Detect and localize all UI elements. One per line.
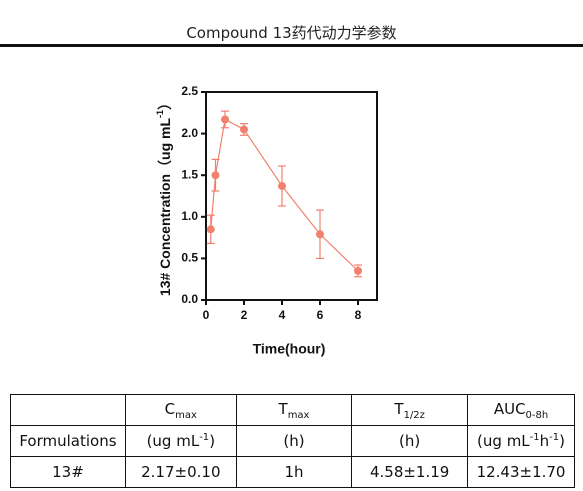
cell-run: max [175, 409, 197, 421]
table-cell: Cmax [124, 394, 237, 426]
x-axis-label: Time(hour) [253, 341, 326, 357]
label-run: 13# Concentration（ug mL [157, 117, 173, 296]
table-cell [10, 394, 126, 426]
y-tick-label: 2.5 [181, 84, 198, 98]
table-cell: (h) [235, 425, 353, 457]
data-point [211, 171, 220, 180]
cell-run: 0-8h [525, 409, 549, 421]
cell-run: -1 [529, 432, 540, 443]
table-cell: AUC0-8h [467, 394, 575, 426]
data-point [278, 182, 286, 191]
plot-frame [205, 91, 378, 301]
cell-run: ) [209, 432, 216, 450]
cell-run: T [394, 399, 404, 418]
table-cell: (ug mL-1) [124, 425, 237, 457]
header-row: Cmax Tmax T1/2z AUC0-8h [10, 394, 575, 426]
y-tick-label: 2.0 [181, 126, 198, 140]
x-tick-label: 4 [279, 308, 286, 322]
x-tick-label: 6 [317, 308, 324, 322]
cell-run: (ug mL [146, 432, 200, 450]
table-row: Formulations (ug mL-1) (h) (h) (ug mL-1h-1) [10, 425, 575, 457]
cell-run: h [539, 432, 550, 450]
y-tick-label: 0.0 [181, 292, 198, 306]
title-rule [0, 44, 583, 47]
y-tick-label: 1.5 [181, 167, 198, 181]
x-tick-label: 8 [355, 308, 362, 322]
table-cell: 2.17±0.10 [124, 456, 237, 488]
table-cell: 1h [235, 456, 353, 488]
label-run: ） [157, 96, 173, 110]
cell-run: T [278, 399, 288, 418]
table-cell: (ug mL-1h-1) [467, 425, 575, 457]
cell-run: -1 [549, 432, 560, 443]
table-cell: T1/2z [351, 394, 469, 426]
table-cell: 13# [10, 456, 126, 488]
cell-run: C [164, 399, 176, 418]
cell-run: (ug mL [477, 432, 530, 450]
cell-run: -1 [199, 432, 210, 443]
params-table: Cmax Tmax T1/2z AUC0-8h Formulations (ug mL-1… [10, 394, 575, 488]
page-title: Compound 13药代动力学参数 [186, 24, 397, 42]
y-tick-label: 0.5 [181, 251, 198, 265]
table-cell: 4.58±1.19 [351, 456, 469, 488]
data-point [221, 115, 229, 124]
table-cell: Tmax [235, 394, 353, 426]
x-tick-label: 0 [203, 308, 210, 322]
cell-run: 1/2z [403, 409, 425, 421]
cell-run: ) [559, 432, 566, 450]
y-tick-label: 1.0 [181, 209, 198, 223]
data-point [354, 266, 362, 275]
table-cell: 12.43±1.70 [467, 456, 575, 488]
chart: Time(hour) 13# Concentration（ug mL-1） 0.… [155, 84, 378, 357]
table-row: 13# 2.17±0.10 1h 4.58±1.19 12.43±1.70 [10, 456, 575, 488]
table-cell: (h) [351, 425, 469, 457]
table-cell: Formulations [10, 425, 126, 457]
data-point [316, 230, 324, 239]
label-run: -1 [155, 110, 165, 118]
x-tick-label: 2 [241, 308, 248, 322]
data-point [240, 125, 248, 134]
data-point [206, 225, 215, 234]
cell-run: AUC [493, 399, 526, 418]
series-line [210, 118, 359, 272]
y-axis-label: 13# Concentration（ug mL-1） [155, 96, 172, 296]
cell-run: max [287, 409, 310, 421]
